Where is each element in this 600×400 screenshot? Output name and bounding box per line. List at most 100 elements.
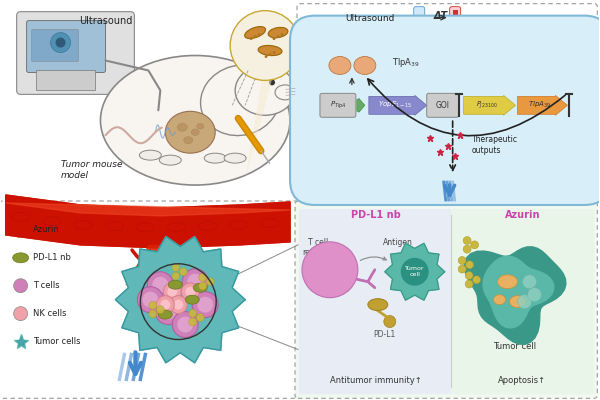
- FancyArrow shape: [369, 95, 427, 115]
- Text: ΔT: ΔT: [434, 11, 448, 21]
- Polygon shape: [393, 19, 400, 28]
- Text: NK cells: NK cells: [32, 309, 66, 318]
- FancyBboxPatch shape: [26, 21, 106, 72]
- Circle shape: [414, 22, 424, 32]
- Circle shape: [189, 318, 197, 326]
- Text: T cell
receptor: T cell receptor: [302, 238, 334, 257]
- Ellipse shape: [105, 222, 123, 231]
- Ellipse shape: [160, 155, 181, 165]
- Text: Therapeutic
outputs: Therapeutic outputs: [472, 136, 518, 155]
- Ellipse shape: [177, 123, 187, 131]
- Circle shape: [465, 280, 473, 288]
- Circle shape: [517, 295, 532, 309]
- Circle shape: [157, 306, 164, 314]
- Text: T cells: T cells: [32, 281, 59, 290]
- Circle shape: [265, 55, 268, 58]
- Ellipse shape: [166, 111, 215, 153]
- Ellipse shape: [74, 220, 92, 230]
- Bar: [417, 19, 422, 27]
- Text: Ultrasound: Ultrasound: [79, 16, 132, 26]
- Polygon shape: [483, 256, 554, 328]
- Circle shape: [272, 51, 275, 54]
- FancyBboxPatch shape: [449, 7, 461, 32]
- Text: Tumor mouse
model: Tumor mouse model: [61, 160, 122, 180]
- Circle shape: [173, 300, 183, 310]
- Text: GOI: GOI: [436, 101, 449, 110]
- Circle shape: [523, 275, 536, 289]
- Ellipse shape: [258, 46, 282, 56]
- Text: PD-L1 nb: PD-L1 nb: [351, 210, 401, 220]
- FancyBboxPatch shape: [32, 30, 79, 62]
- Text: Azurin: Azurin: [32, 225, 59, 234]
- Circle shape: [466, 261, 473, 269]
- Ellipse shape: [230, 220, 248, 230]
- Circle shape: [152, 277, 169, 293]
- FancyBboxPatch shape: [290, 16, 600, 205]
- Text: PD-L1 nb: PD-L1 nb: [32, 253, 70, 262]
- Text: Antitumor immunity↑: Antitumor immunity↑: [330, 376, 422, 385]
- Circle shape: [189, 309, 197, 317]
- Ellipse shape: [494, 295, 506, 305]
- Ellipse shape: [200, 65, 280, 136]
- Circle shape: [196, 314, 204, 322]
- Circle shape: [172, 272, 180, 280]
- Ellipse shape: [169, 280, 182, 289]
- Circle shape: [257, 33, 260, 36]
- Text: $TlpA_{39}$: $TlpA_{39}$: [528, 100, 551, 110]
- Ellipse shape: [100, 56, 290, 185]
- Text: $P_{TlpA}$: $P_{TlpA}$: [329, 100, 346, 111]
- FancyBboxPatch shape: [17, 12, 134, 94]
- Text: Tumor
cell: Tumor cell: [405, 266, 424, 277]
- Ellipse shape: [158, 310, 172, 319]
- Circle shape: [401, 258, 429, 286]
- Circle shape: [463, 245, 471, 253]
- Circle shape: [155, 299, 181, 324]
- FancyBboxPatch shape: [295, 201, 598, 398]
- Circle shape: [465, 272, 473, 279]
- Circle shape: [527, 288, 541, 302]
- Polygon shape: [151, 122, 160, 135]
- Circle shape: [250, 37, 253, 40]
- Circle shape: [20, 226, 29, 234]
- Ellipse shape: [167, 223, 185, 232]
- Circle shape: [142, 292, 158, 308]
- Polygon shape: [385, 243, 445, 300]
- Circle shape: [384, 316, 396, 328]
- Circle shape: [302, 242, 358, 298]
- Circle shape: [182, 269, 208, 295]
- Bar: [35, 70, 95, 90]
- Text: $YopE_{1-15}$: $YopE_{1-15}$: [377, 100, 412, 110]
- Text: Ultrasound: Ultrasound: [345, 14, 394, 23]
- Circle shape: [473, 276, 481, 284]
- Ellipse shape: [245, 26, 266, 38]
- Circle shape: [185, 287, 195, 297]
- Ellipse shape: [329, 56, 351, 74]
- Circle shape: [272, 37, 275, 40]
- Ellipse shape: [13, 253, 29, 263]
- Ellipse shape: [261, 219, 279, 228]
- Polygon shape: [464, 247, 566, 344]
- Ellipse shape: [199, 222, 217, 231]
- Circle shape: [14, 229, 23, 237]
- Circle shape: [199, 282, 207, 290]
- Text: PD-L1: PD-L1: [374, 330, 396, 338]
- Ellipse shape: [354, 56, 376, 74]
- FancyBboxPatch shape: [414, 7, 425, 28]
- Circle shape: [169, 296, 187, 314]
- Circle shape: [157, 296, 174, 314]
- Ellipse shape: [497, 275, 517, 289]
- FancyBboxPatch shape: [299, 209, 452, 394]
- FancyBboxPatch shape: [320, 93, 356, 117]
- Ellipse shape: [268, 27, 288, 38]
- Polygon shape: [115, 236, 245, 363]
- FancyArrow shape: [464, 95, 515, 115]
- Circle shape: [458, 256, 466, 264]
- Text: TlpA$_{39}$: TlpA$_{39}$: [392, 56, 419, 69]
- Circle shape: [14, 307, 28, 320]
- FancyArrow shape: [517, 95, 568, 115]
- Circle shape: [167, 287, 177, 297]
- Ellipse shape: [11, 212, 29, 222]
- FancyArrow shape: [357, 98, 365, 112]
- FancyBboxPatch shape: [451, 209, 595, 394]
- Ellipse shape: [275, 85, 295, 100]
